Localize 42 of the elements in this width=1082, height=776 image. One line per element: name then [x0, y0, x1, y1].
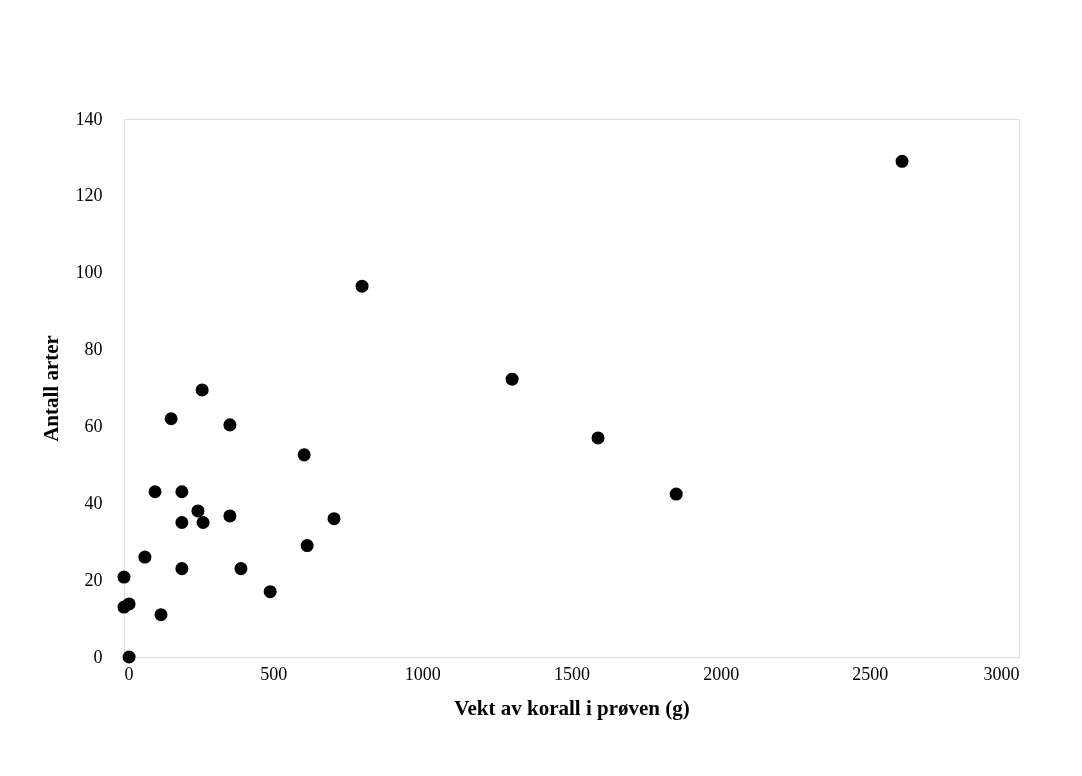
- point: [895, 154, 909, 168]
- point: [196, 515, 210, 530]
- point: [122, 650, 136, 664]
- y-tick-label: 100: [75, 262, 103, 283]
- point: [234, 562, 248, 576]
- point: [223, 418, 237, 432]
- point: [223, 509, 237, 523]
- x-tick-label: 2000: [703, 663, 740, 684]
- y-tick-label: 80: [84, 339, 103, 360]
- point: [175, 485, 189, 499]
- x-tick-label: 0: [124, 663, 134, 684]
- point: [505, 372, 519, 386]
- x-tick-label: 2500: [852, 663, 889, 684]
- point: [148, 485, 162, 499]
- y-tick-label: 120: [75, 185, 103, 206]
- y-tick-label: 0: [93, 646, 103, 667]
- y-tick-label: 60: [84, 415, 103, 436]
- point: [154, 608, 168, 622]
- y-tick-label: 140: [75, 108, 103, 129]
- point: [591, 431, 605, 445]
- x-tick-label: 500: [260, 663, 288, 684]
- point: [191, 504, 205, 518]
- point: [297, 448, 311, 462]
- point: [175, 562, 189, 576]
- point: [669, 487, 683, 501]
- y-axis-title: Antall arter: [38, 335, 63, 442]
- point: [355, 279, 369, 293]
- point: [175, 515, 189, 530]
- x-tick-label: 3000: [983, 663, 1020, 684]
- x-axis-title: Vekt av korall i prøven (g): [454, 695, 690, 720]
- y-tick-label: 40: [84, 492, 103, 513]
- point: [122, 597, 136, 611]
- point: [327, 512, 341, 526]
- y-tick-label: 20: [84, 569, 103, 590]
- x-tick-label: 1500: [554, 663, 590, 684]
- x-tick-label: 1000: [404, 663, 441, 684]
- point: [263, 585, 277, 599]
- point: [300, 539, 314, 553]
- point: [195, 383, 209, 397]
- point: [117, 570, 131, 584]
- point: [164, 412, 178, 426]
- point: [138, 550, 152, 564]
